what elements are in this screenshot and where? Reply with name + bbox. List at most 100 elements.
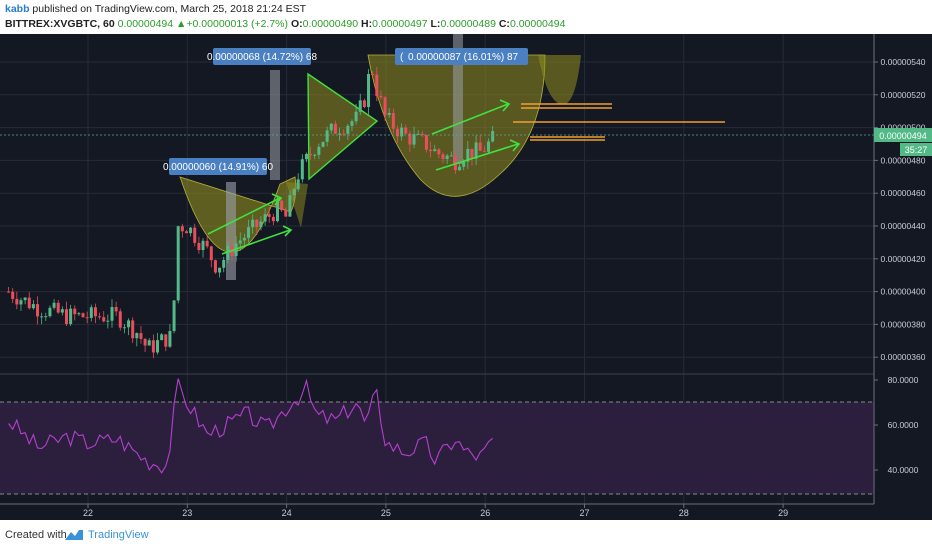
- candle-body[interactable]: [395, 128, 399, 137]
- candle-body[interactable]: [127, 320, 131, 328]
- candle-body[interactable]: [102, 317, 106, 322]
- candle-body[interactable]: [346, 125, 350, 134]
- candle-body[interactable]: [429, 149, 433, 152]
- candle-body[interactable]: [93, 307, 97, 317]
- candle-body[interactable]: [36, 304, 40, 317]
- candle-body[interactable]: [304, 153, 308, 160]
- candle-body[interactable]: [342, 133, 346, 135]
- candle-body[interactable]: [255, 219, 259, 228]
- candle-body[interactable]: [131, 320, 135, 339]
- candle-body[interactable]: [15, 298, 19, 305]
- handle-pattern-2[interactable]: [538, 55, 581, 105]
- candle-body[interactable]: [338, 133, 342, 135]
- tradingview-logo-icon[interactable]: [64, 528, 84, 542]
- measure-bar-3[interactable]: [453, 34, 463, 164]
- candle-body[interactable]: [176, 226, 180, 301]
- candle-body[interactable]: [114, 306, 118, 312]
- measure-label-1[interactable]: 0.00000060 (14.91%) 60: [163, 158, 274, 175]
- candle-body[interactable]: [122, 327, 126, 329]
- candle-body[interactable]: [358, 100, 362, 112]
- candle-body[interactable]: [478, 142, 482, 151]
- candle-body[interactable]: [300, 159, 304, 180]
- candle-body[interactable]: [160, 334, 164, 341]
- candle-body[interactable]: [458, 166, 462, 171]
- candle-body[interactable]: [56, 302, 60, 313]
- candle-body[interactable]: [164, 334, 168, 347]
- candle-body[interactable]: [89, 307, 93, 318]
- candle-body[interactable]: [247, 227, 251, 238]
- candle-body[interactable]: [44, 316, 48, 318]
- candle-body[interactable]: [491, 131, 495, 142]
- candle-body[interactable]: [242, 237, 246, 241]
- arrow-up-3[interactable]: [431, 103, 509, 135]
- candle-body[interactable]: [172, 300, 176, 332]
- author-link[interactable]: kabb: [5, 3, 30, 15]
- candle-body[interactable]: [404, 127, 408, 134]
- candle-body[interactable]: [98, 316, 102, 318]
- candle-body[interactable]: [462, 161, 466, 167]
- candle-body[interactable]: [284, 210, 288, 217]
- candle-body[interactable]: [275, 200, 279, 222]
- candle-body[interactable]: [441, 154, 445, 160]
- candle-body[interactable]: [433, 149, 437, 152]
- candle-body[interactable]: [118, 311, 122, 328]
- candle-body[interactable]: [69, 308, 73, 325]
- handle-pattern-1[interactable]: [286, 182, 308, 228]
- candle-body[interactable]: [375, 74, 379, 97]
- candle-body[interactable]: [474, 142, 478, 159]
- candle-body[interactable]: [189, 227, 193, 234]
- candle-body[interactable]: [321, 141, 325, 147]
- candle-body[interactable]: [313, 154, 317, 156]
- candle-body[interactable]: [449, 155, 453, 157]
- candle-body[interactable]: [73, 308, 77, 315]
- candle-body[interactable]: [271, 216, 275, 222]
- candle-body[interactable]: [391, 113, 395, 129]
- candle-body[interactable]: [383, 97, 387, 115]
- candle-body[interactable]: [201, 240, 205, 251]
- candle-body[interactable]: [60, 309, 64, 313]
- candle-body[interactable]: [408, 133, 412, 145]
- candle-body[interactable]: [296, 179, 300, 190]
- candle-body[interactable]: [238, 240, 242, 244]
- candle-body[interactable]: [251, 219, 255, 228]
- candle-body[interactable]: [267, 214, 271, 217]
- candle-body[interactable]: [31, 304, 35, 309]
- candle-body[interactable]: [387, 113, 391, 115]
- candlestick-series[interactable]: [7, 67, 495, 359]
- candle-body[interactable]: [156, 340, 160, 353]
- candle-body[interactable]: [292, 189, 296, 196]
- rsi-line[interactable]: [8, 378, 493, 474]
- candle-body[interactable]: [209, 246, 213, 261]
- candle-body[interactable]: [259, 221, 263, 228]
- candle-body[interactable]: [11, 291, 15, 299]
- candle-body[interactable]: [445, 155, 449, 160]
- candle-body[interactable]: [424, 134, 428, 150]
- measure-bar-1[interactable]: [226, 182, 236, 280]
- candle-body[interactable]: [317, 146, 321, 155]
- candle-body[interactable]: [329, 123, 333, 131]
- candle-body[interactable]: [27, 297, 31, 309]
- arrow-up-4[interactable]: [435, 143, 519, 171]
- candle-body[interactable]: [180, 226, 184, 232]
- candle-body[interactable]: [354, 111, 358, 122]
- candle-body[interactable]: [52, 302, 56, 308]
- candle-body[interactable]: [487, 141, 491, 152]
- candle-body[interactable]: [367, 73, 371, 108]
- candle-body[interactable]: [362, 100, 366, 108]
- candle-body[interactable]: [420, 133, 424, 135]
- price-axis[interactable]: 0.00000540 0.00000520 0.00000500 0.00000480…: [873, 34, 932, 504]
- candle-body[interactable]: [85, 317, 89, 319]
- measure-label-2[interactable]: 0.00000068 (14.72%) 68: [207, 48, 318, 65]
- arrow-up-2[interactable]: [221, 229, 291, 255]
- candle-body[interactable]: [143, 338, 147, 346]
- candle-body[interactable]: [222, 259, 226, 268]
- rsi-axis[interactable]: 80.0000 60.0000 40.0000: [874, 375, 919, 475]
- candle-body[interactable]: [379, 96, 383, 98]
- candle-body[interactable]: [64, 309, 68, 325]
- candle-body[interactable]: [19, 300, 23, 305]
- candle-body[interactable]: [213, 260, 217, 273]
- candle-body[interactable]: [466, 148, 470, 162]
- candle-body[interactable]: [7, 291, 11, 293]
- candle-body[interactable]: [288, 195, 292, 217]
- candle-body[interactable]: [197, 242, 201, 251]
